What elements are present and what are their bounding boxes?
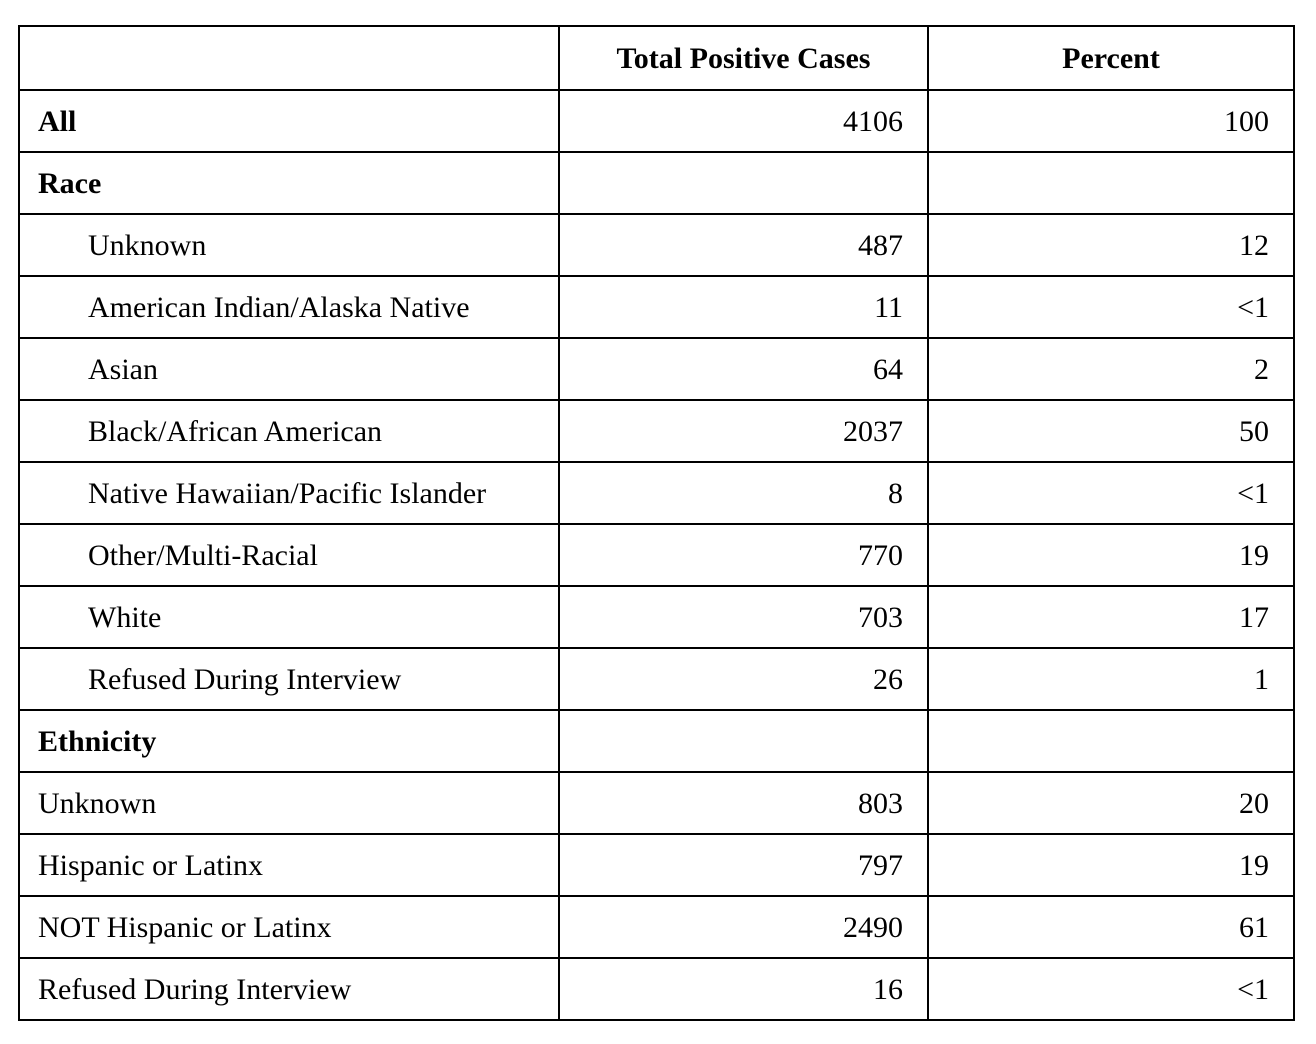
row-label-cell: NOT Hispanic or Latinx [18, 895, 560, 959]
total-positive-cases-cell [558, 709, 929, 773]
percent-cell: 19 [927, 523, 1295, 587]
percent-cell: <1 [927, 275, 1295, 339]
row-label-cell: Unknown [18, 213, 560, 277]
total-positive-cases-cell: 2490 [558, 895, 929, 959]
row-label-cell: Native Hawaiian/Pacific Islander [18, 461, 560, 525]
percent-cell [927, 151, 1295, 215]
row-label-cell: Black/African American [18, 399, 560, 463]
table-row: Refused During Interview 26 1 [18, 647, 1295, 711]
table-row: Ethnicity [18, 709, 1295, 773]
header-cell-blank [18, 25, 560, 91]
row-label-cell: Unknown [18, 771, 560, 835]
percent-cell: 50 [927, 399, 1295, 463]
total-positive-cases-cell: 703 [558, 585, 929, 649]
total-positive-cases-cell: 16 [558, 957, 929, 1021]
table-row: American Indian/Alaska Native 11 <1 [18, 275, 1295, 339]
table-row: Unknown 487 12 [18, 213, 1295, 277]
table-row: Hispanic or Latinx 797 19 [18, 833, 1295, 897]
table-row: NOT Hispanic or Latinx 2490 61 [18, 895, 1295, 959]
total-positive-cases-cell: 803 [558, 771, 929, 835]
row-label-cell: Ethnicity [18, 709, 560, 773]
table-row: Other/Multi-Racial 770 19 [18, 523, 1295, 587]
percent-cell: 12 [927, 213, 1295, 277]
total-positive-cases-cell: 487 [558, 213, 929, 277]
row-label-cell: American Indian/Alaska Native [18, 275, 560, 339]
row-label-cell: Refused During Interview [18, 957, 560, 1021]
table-row: Black/African American 2037 50 [18, 399, 1295, 463]
percent-cell: 1 [927, 647, 1295, 711]
percent-cell: 19 [927, 833, 1295, 897]
percent-cell: 17 [927, 585, 1295, 649]
percent-cell: 2 [927, 337, 1295, 401]
header-row: Total Positive Cases Percent [18, 25, 1295, 91]
total-positive-cases-cell: 797 [558, 833, 929, 897]
table-row: Refused During Interview 16 <1 [18, 957, 1295, 1021]
table-row: Unknown 803 20 [18, 771, 1295, 835]
row-label-cell: Refused During Interview [18, 647, 560, 711]
table-body: All 4106 100 Race Unknown 487 12 American India… [18, 89, 1295, 1021]
row-label-cell: All [18, 89, 560, 153]
total-positive-cases-cell: 26 [558, 647, 929, 711]
table-row: Race [18, 151, 1295, 215]
total-positive-cases-cell: 4106 [558, 89, 929, 153]
row-label-cell: Hispanic or Latinx [18, 833, 560, 897]
percent-cell: 20 [927, 771, 1295, 835]
header-cell-percent: Percent [927, 25, 1295, 91]
total-positive-cases-cell [558, 151, 929, 215]
total-positive-cases-cell: 770 [558, 523, 929, 587]
total-positive-cases-cell: 64 [558, 337, 929, 401]
total-positive-cases-cell: 8 [558, 461, 929, 525]
header-cell-total-positive-cases: Total Positive Cases [558, 25, 929, 91]
row-label-cell: White [18, 585, 560, 649]
percent-cell: 61 [927, 895, 1295, 959]
table-row: White 703 17 [18, 585, 1295, 649]
row-label-cell: Asian [18, 337, 560, 401]
row-label-cell: Other/Multi-Racial [18, 523, 560, 587]
percent-cell: <1 [927, 957, 1295, 1021]
table-row: All 4106 100 [18, 89, 1295, 153]
percent-cell: 100 [927, 89, 1295, 153]
percent-cell: <1 [927, 461, 1295, 525]
table-row: Asian 64 2 [18, 337, 1295, 401]
total-positive-cases-cell: 11 [558, 275, 929, 339]
row-label-cell: Race [18, 151, 560, 215]
demographics-table: Total Positive Cases Percent All 4106 100 R… [18, 25, 1295, 1021]
percent-cell [927, 709, 1295, 773]
total-positive-cases-cell: 2037 [558, 399, 929, 463]
table-row: Native Hawaiian/Pacific Islander 8 <1 [18, 461, 1295, 525]
